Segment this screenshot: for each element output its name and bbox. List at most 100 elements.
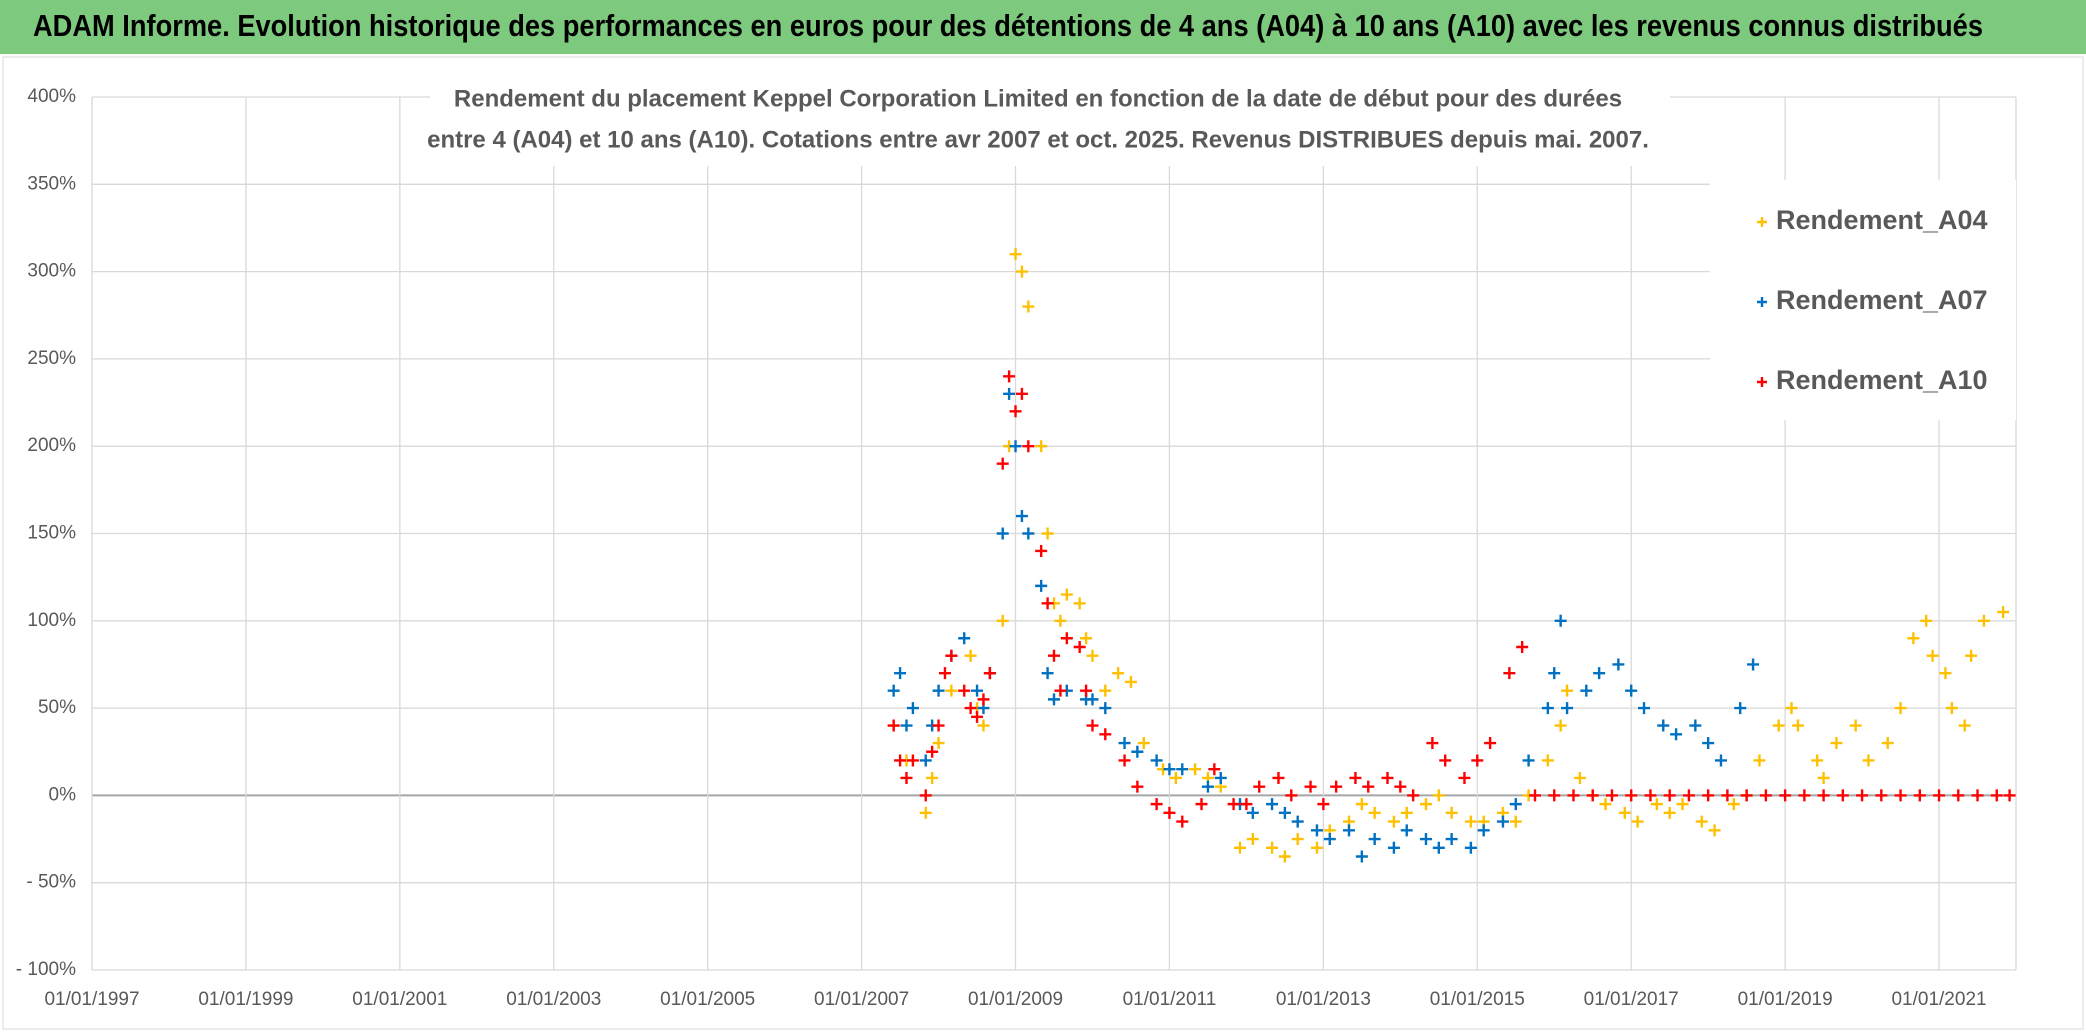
- data-point: [1522, 754, 1535, 767]
- x-tick-label: 01/01/2011: [1123, 989, 1217, 1010]
- data-point: [996, 457, 1009, 470]
- data-point: [1419, 833, 1432, 846]
- data-point: [1580, 684, 1593, 697]
- data-point: [1355, 798, 1368, 811]
- data-point: [1548, 667, 1561, 680]
- data-point: [1811, 754, 1824, 767]
- data-point: [1150, 754, 1163, 767]
- data-point: [1137, 737, 1150, 750]
- data-point: [1747, 658, 1760, 671]
- data-point: [1625, 789, 1638, 802]
- data-point: [1561, 684, 1574, 697]
- data-point: [1080, 684, 1093, 697]
- data-point: [1477, 824, 1490, 837]
- data-point: [1657, 719, 1670, 732]
- data-point: [958, 632, 971, 645]
- legend-label: Rendement_A10: [1776, 365, 1988, 395]
- data-point: [1445, 806, 1458, 819]
- data-point: [1330, 780, 1343, 793]
- data-point: [926, 771, 939, 784]
- data-point: [1721, 789, 1734, 802]
- data-point: [964, 649, 977, 662]
- data-point: [1009, 248, 1022, 261]
- data-point: [919, 754, 932, 767]
- data-point: [1503, 667, 1516, 680]
- data-point: [1150, 798, 1163, 811]
- data-point: [1015, 387, 1028, 400]
- data-point: [1349, 771, 1362, 784]
- data-point: [1554, 614, 1567, 627]
- x-tick-label: 01/01/2007: [814, 989, 909, 1010]
- data-point: [1727, 798, 1740, 811]
- data-point: [996, 614, 1009, 627]
- data-point: [958, 684, 971, 697]
- data-point: [1246, 806, 1259, 819]
- data-point: [1670, 728, 1683, 741]
- data-point: [1022, 440, 1035, 453]
- data-point: [1830, 737, 1843, 750]
- data-point: [1163, 763, 1176, 776]
- data-point: [1894, 702, 1907, 715]
- data-point: [964, 702, 977, 715]
- data-point: [1048, 693, 1060, 706]
- data-point: [1926, 649, 1939, 662]
- y-tick-label: 200%: [27, 435, 76, 456]
- data-point: [1253, 780, 1266, 793]
- data-point: [1676, 798, 1689, 811]
- y-tick-label: 150%: [27, 523, 76, 544]
- data-point: [1073, 640, 1086, 653]
- data-point: [1702, 789, 1715, 802]
- data-point: [1618, 806, 1631, 819]
- y-tick-label: 100%: [27, 610, 76, 631]
- data-point: [1086, 693, 1099, 706]
- data-point: [900, 771, 913, 784]
- data-point: [926, 745, 939, 758]
- data-point: [1394, 780, 1407, 793]
- data-point: [1035, 544, 1048, 557]
- data-point: [1035, 579, 1048, 592]
- data-point: [1753, 754, 1766, 767]
- y-tick-label: - 50%: [26, 872, 76, 893]
- data-point: [1240, 798, 1253, 811]
- data-point: [932, 684, 945, 697]
- data-point: [1054, 684, 1067, 697]
- data-point: [1208, 763, 1221, 776]
- legend-label: Rendement_A07: [1776, 285, 1988, 315]
- data-point: [1086, 719, 1099, 732]
- data-point: [1086, 649, 1099, 662]
- data-point: [1875, 789, 1888, 802]
- data-point: [1817, 771, 1830, 784]
- data-point: [1118, 737, 1131, 750]
- data-point: [900, 719, 913, 732]
- data-point: [887, 719, 900, 732]
- data-point: [2003, 789, 2016, 802]
- data-point: [1625, 684, 1638, 697]
- data-point: [1310, 841, 1323, 854]
- data-point: [1099, 728, 1112, 741]
- data-point: [1214, 771, 1227, 784]
- y-tick-label: 350%: [27, 173, 76, 194]
- x-tick-label: 01/01/2003: [506, 989, 601, 1010]
- data-point: [1285, 789, 1298, 802]
- data-point: [1509, 798, 1522, 811]
- data-point: [1567, 789, 1580, 802]
- data-point: [1278, 850, 1291, 863]
- data-point: [1266, 841, 1279, 854]
- data-point: [1663, 806, 1676, 819]
- data-point: [1541, 754, 1554, 767]
- data-point: [1035, 440, 1048, 453]
- data-point: [1124, 675, 1137, 688]
- data-point: [1708, 824, 1721, 837]
- y-tick-label: 0%: [49, 784, 77, 805]
- data-point: [1836, 789, 1849, 802]
- data-point: [1952, 789, 1965, 802]
- data-point: [1894, 789, 1907, 802]
- data-point: [1997, 606, 2010, 619]
- header-bar: [0, 0, 2086, 54]
- data-point: [938, 667, 951, 680]
- data-point: [1080, 632, 1093, 645]
- data-point: [1426, 737, 1439, 750]
- y-tick-label: 400%: [27, 86, 76, 107]
- data-point: [1246, 833, 1259, 846]
- data-point: [1638, 702, 1651, 715]
